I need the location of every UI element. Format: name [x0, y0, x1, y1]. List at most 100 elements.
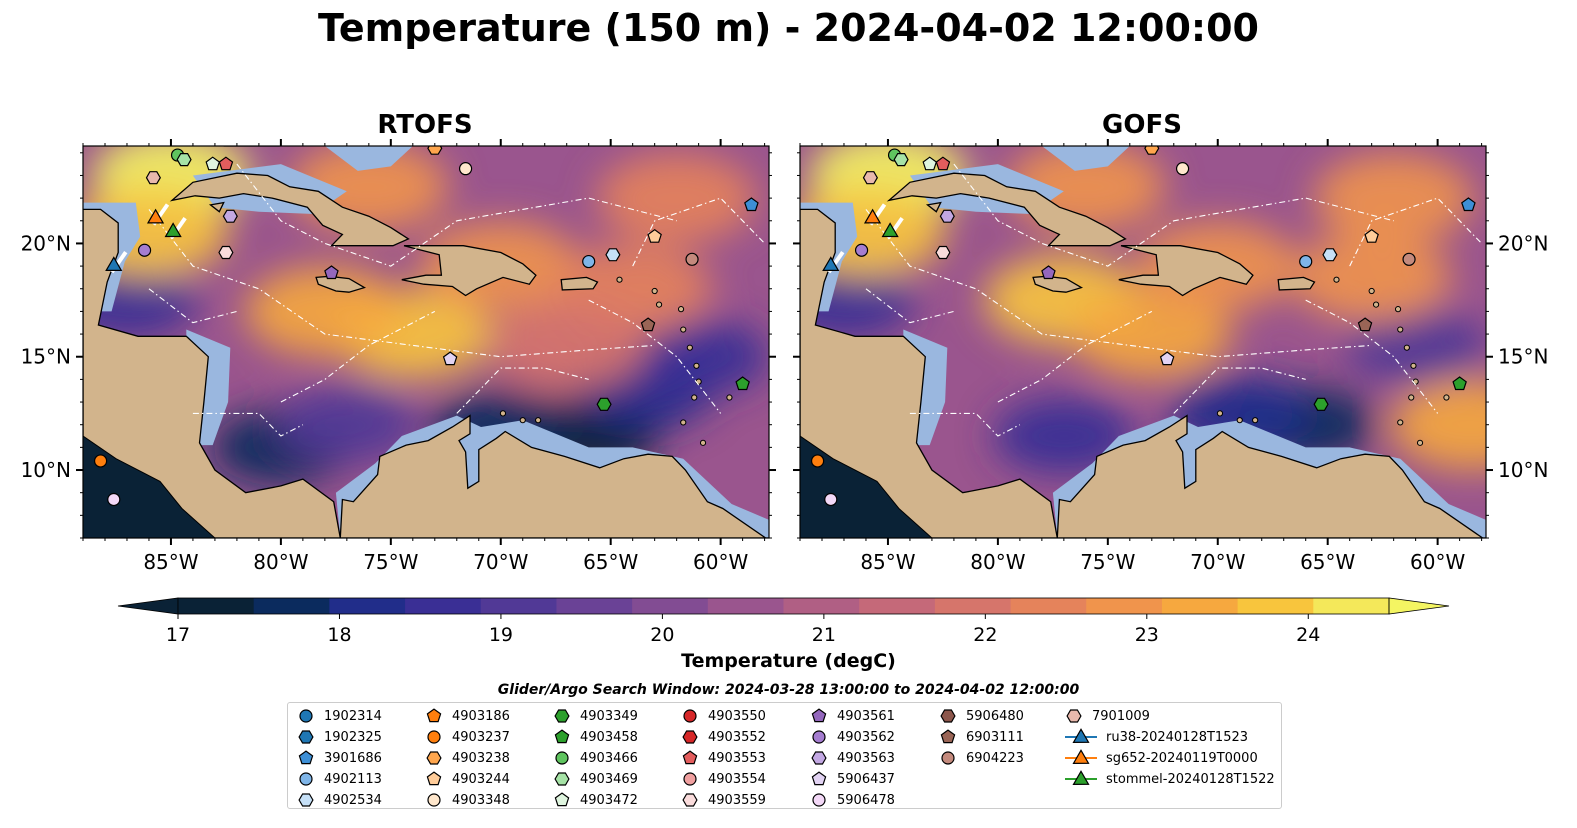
colorbar-tick-label: 22 [973, 624, 997, 646]
pentagon-icon [298, 750, 314, 765]
legend-entry-4903186: 4903186 [424, 707, 510, 725]
island [1252, 417, 1259, 424]
cold-region [628, 318, 769, 395]
triangle-icon [1072, 749, 1090, 765]
legend-entry-4903554: 4903554 [680, 770, 766, 788]
legend-entry-label: 4903238 [452, 750, 510, 766]
colorbar-segment [1161, 598, 1239, 614]
legend-entry-label: 1902314 [324, 708, 382, 724]
land-southAmerica [1056, 414, 1486, 538]
warm-region [1071, 289, 1232, 380]
marker-4903472 [205, 156, 221, 171]
hexagon-icon [554, 772, 570, 786]
colorbar-segment [253, 598, 330, 614]
pentagon-icon [426, 771, 442, 786]
eez-boundary [280, 310, 436, 403]
pentagon-marker-icon [298, 750, 314, 765]
pentagon-icon [554, 729, 570, 744]
pentagon-marker-icon [682, 750, 698, 765]
colorbar-tick-label: 24 [1296, 624, 1320, 646]
colorbar-under-arrow [117, 597, 179, 615]
colorbar-segment [1086, 598, 1163, 614]
circle-icon [812, 793, 826, 807]
circle-marker-icon [427, 730, 441, 744]
land-pinta [925, 201, 942, 213]
eez-boundary [456, 367, 589, 414]
marker-4903238 [1144, 146, 1160, 155]
island [680, 419, 687, 426]
legend-entry-4903237: 4903237 [424, 728, 510, 746]
pacific-coast [83, 435, 216, 538]
pentagon-icon [426, 708, 442, 723]
legend-entry-label: stommel-20240128T1522 [1106, 771, 1275, 787]
circle-icon [683, 772, 697, 786]
pentagon-icon [554, 792, 570, 807]
island [1403, 344, 1410, 351]
colorbar-segment [783, 598, 860, 614]
pentagon-icon [811, 771, 827, 786]
land-centralAmerica [800, 208, 1058, 538]
land-pinta [208, 201, 225, 213]
marker-3901686 [1461, 197, 1476, 212]
marker-4903458 [735, 376, 750, 391]
x-tick-label: 85°W [860, 550, 915, 574]
marker-4903563 [222, 209, 238, 223]
island [1443, 394, 1450, 401]
eez-boundary [192, 412, 304, 437]
island [1397, 326, 1404, 333]
island [1410, 362, 1417, 369]
pacific-coast [800, 435, 933, 538]
colorbar-segment [556, 598, 633, 614]
marker-4903349 [1313, 397, 1329, 411]
island [1372, 301, 1380, 308]
colorbar-segment [178, 598, 255, 614]
colorbar-segment [707, 598, 784, 614]
eez-boundary [1173, 367, 1306, 414]
island [1408, 394, 1415, 401]
marker-4903559 [218, 245, 234, 260]
marker-4903237 [810, 454, 825, 468]
island [699, 439, 707, 446]
legend-entry-label: 4903553 [708, 750, 766, 766]
legend-entry-label: 5906478 [837, 792, 895, 808]
hexagon-icon [682, 730, 698, 744]
hexagon-marker-icon [940, 709, 956, 723]
eez-boundary [997, 310, 1153, 403]
legend-entry-6904223: 6904223 [938, 749, 1024, 767]
circle-marker-icon [299, 772, 313, 786]
marker-4903458 [1452, 376, 1467, 391]
temperature-field [800, 146, 1486, 475]
hexagon-icon [426, 751, 442, 765]
circle-icon [812, 730, 826, 744]
hexagon-marker-icon [554, 709, 570, 723]
legend-entry-4903561: 4903561 [809, 707, 895, 725]
triangle-icon [1072, 770, 1090, 786]
circle-icon [941, 751, 955, 765]
legend-entry-6903111: 6903111 [938, 728, 1024, 746]
island [1333, 276, 1340, 283]
y-tick-label: 15°N [21, 345, 71, 369]
land-hispaniola [401, 245, 537, 297]
x-tick-label: 80°W [970, 550, 1025, 574]
marker-4903348 [458, 162, 473, 176]
warm-region [486, 300, 647, 391]
hexagon-marker-icon [554, 772, 570, 786]
land-centralAmerica [83, 208, 341, 538]
hexagon-icon [298, 730, 314, 744]
island [693, 362, 700, 369]
marker-stommel-20240128T1522 [881, 222, 899, 238]
island [535, 417, 542, 424]
marker-4903553 [218, 156, 234, 171]
legend-entry-label: 4903559 [708, 792, 766, 808]
island [1394, 306, 1402, 313]
y-tick-label: 10°N [1498, 458, 1548, 482]
eez-boundary [588, 299, 722, 414]
land-cuba [169, 172, 410, 247]
island [1368, 287, 1375, 295]
island [651, 287, 658, 295]
legend-entry-4903458: 4903458 [552, 728, 638, 746]
colorbar-segment [859, 598, 936, 614]
eez-boundary [953, 163, 1394, 267]
colorbar-segment [329, 598, 406, 614]
colorbar-over-arrow [1388, 597, 1450, 615]
